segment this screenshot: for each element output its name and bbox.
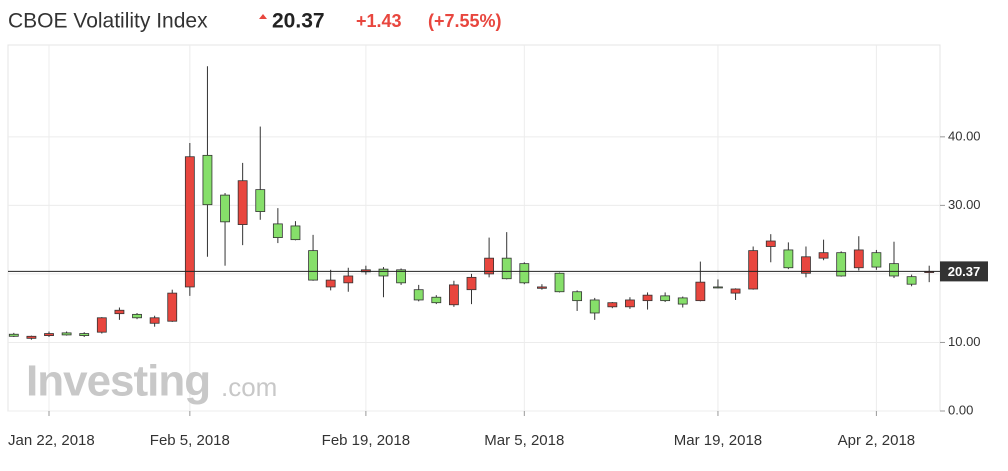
x-tick-label: Feb 19, 2018 [322, 432, 410, 449]
candle-body [448, 284, 459, 306]
candle-body [836, 252, 847, 277]
candle-body [853, 249, 864, 269]
candle-body [625, 299, 635, 308]
candle-body [61, 332, 72, 336]
candle-body [466, 276, 477, 291]
candle-body [184, 156, 195, 288]
candle-body [44, 333, 54, 337]
candle-body [114, 309, 125, 315]
candle-body [660, 295, 671, 302]
x-tick-label: Mar 5, 2018 [484, 432, 564, 449]
watermark: Investing .com [26, 357, 277, 406]
candle-body [730, 288, 741, 294]
candle-body [308, 250, 318, 281]
candle-body [343, 275, 354, 284]
candle-body [202, 154, 213, 206]
candle-body [220, 194, 230, 223]
up-arrow [259, 14, 267, 19]
candle-body [149, 317, 160, 324]
candle-body [695, 281, 706, 302]
candle-body [431, 296, 442, 304]
candle-body [818, 252, 829, 259]
change: +1.43 [356, 11, 402, 31]
candle-body [589, 299, 600, 314]
candle-body [642, 294, 653, 302]
candle-body [537, 286, 547, 289]
candle-body [572, 291, 583, 302]
candle-body [677, 297, 688, 305]
candle-body [325, 279, 336, 288]
candle-body [765, 240, 776, 247]
candle-body [96, 317, 107, 333]
candle-body [255, 189, 266, 212]
candle-body [413, 289, 424, 301]
x-tick-label: Jan 22, 2018 [8, 432, 95, 449]
candle-body [783, 249, 794, 269]
candle-body [396, 269, 406, 284]
candle-body [26, 335, 37, 339]
last-price: 20.37 [272, 10, 325, 33]
watermark-suffix: .com [221, 372, 277, 402]
watermark-brand: Investing [26, 357, 210, 406]
candle-body [484, 257, 495, 275]
candle-body [748, 250, 759, 290]
candle-body [871, 252, 882, 268]
candle-body [501, 257, 512, 280]
candle-body [554, 272, 565, 293]
last-price-box [940, 261, 988, 282]
candle-body [79, 333, 90, 337]
candle-body [801, 256, 811, 274]
candle-body [272, 223, 283, 238]
candle-body [167, 292, 178, 322]
candle-body [519, 263, 530, 284]
candle-body [607, 302, 618, 308]
candle-body [906, 276, 917, 285]
last-price-label: 20.37 [948, 264, 981, 279]
chart-title: CBOE Volatility Index [8, 10, 208, 33]
y-tick-label: 40.00 [948, 128, 981, 143]
x-tick-label: Mar 19, 2018 [674, 432, 762, 449]
candle-body [132, 313, 142, 319]
y-tick-label: 0.00 [948, 402, 973, 417]
candle-body [889, 263, 899, 277]
change-percent: (+7.55%) [428, 11, 502, 31]
candle-body [237, 180, 248, 225]
x-tick-label: Feb 5, 2018 [150, 432, 230, 449]
candle-body [713, 286, 723, 289]
candle-body [8, 333, 19, 337]
y-tick-label: 30.00 [948, 197, 981, 212]
candle-body [290, 225, 301, 241]
x-tick-label: Apr 2, 2018 [838, 432, 916, 449]
y-tick-label: 10.00 [948, 334, 981, 349]
candle-body [378, 268, 389, 277]
